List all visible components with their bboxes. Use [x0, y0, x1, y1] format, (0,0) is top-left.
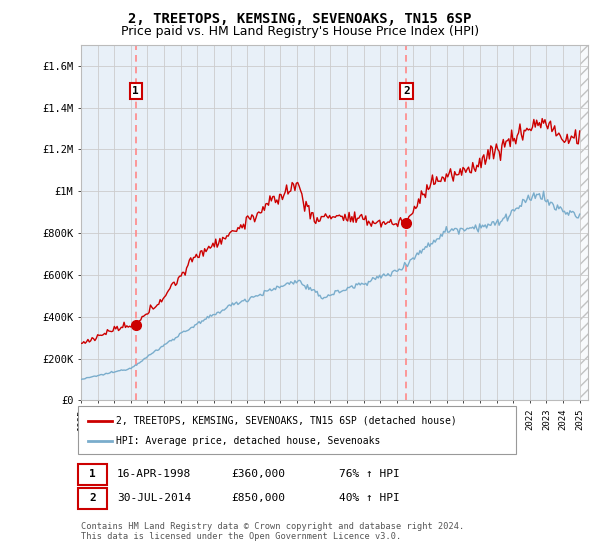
Text: 30-JUL-2014: 30-JUL-2014: [117, 493, 191, 503]
Text: Price paid vs. HM Land Registry's House Price Index (HPI): Price paid vs. HM Land Registry's House …: [121, 25, 479, 38]
Text: 40% ↑ HPI: 40% ↑ HPI: [339, 493, 400, 503]
Bar: [580, 45, 600, 400]
Text: 2, TREETOPS, KEMSING, SEVENOAKS, TN15 6SP (detached house): 2, TREETOPS, KEMSING, SEVENOAKS, TN15 6S…: [116, 416, 457, 426]
Text: 2, TREETOPS, KEMSING, SEVENOAKS, TN15 6SP: 2, TREETOPS, KEMSING, SEVENOAKS, TN15 6S…: [128, 12, 472, 26]
Text: 76% ↑ HPI: 76% ↑ HPI: [339, 469, 400, 479]
Text: 1: 1: [89, 469, 96, 479]
Text: HPI: Average price, detached house, Sevenoaks: HPI: Average price, detached house, Seve…: [116, 436, 380, 446]
Text: 2: 2: [89, 493, 96, 503]
Text: 16-APR-1998: 16-APR-1998: [117, 469, 191, 479]
Text: 1: 1: [133, 86, 139, 96]
Text: £850,000: £850,000: [231, 493, 285, 503]
Text: £360,000: £360,000: [231, 469, 285, 479]
Text: 2: 2: [403, 86, 410, 96]
Text: Contains HM Land Registry data © Crown copyright and database right 2024.
This d: Contains HM Land Registry data © Crown c…: [81, 522, 464, 542]
